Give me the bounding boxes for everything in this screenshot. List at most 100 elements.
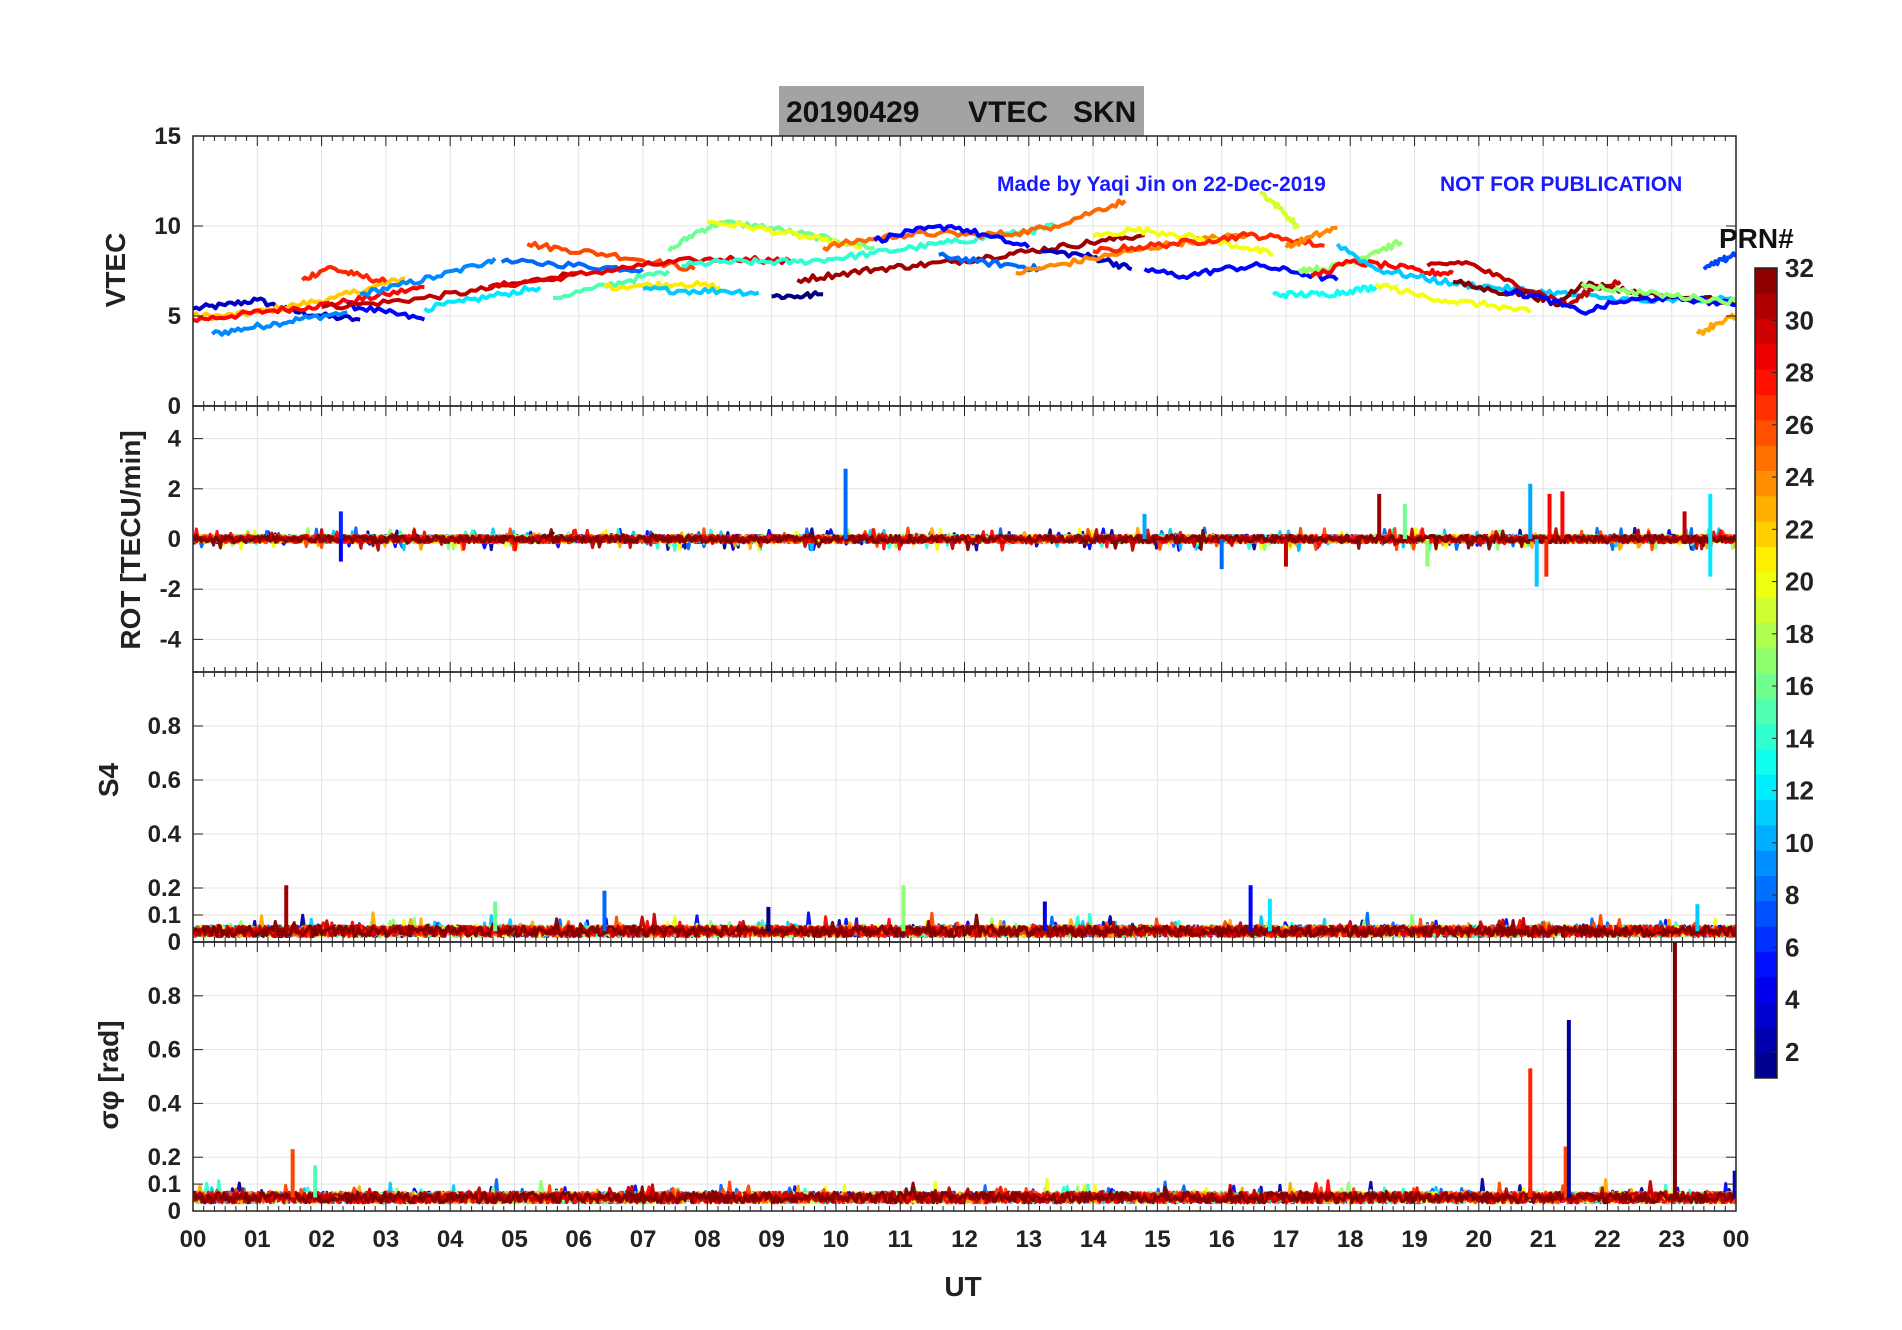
colorbar-segment-4 [1755,951,1777,978]
colorbar-tick-10: 22 [1785,514,1814,544]
sigma_phi-trace-prn-32 [193,1181,1736,1205]
x-tick-label-18: 18 [1337,1226,1364,1253]
x-tick-label-0: 00 [180,1226,207,1253]
panel-sigma_phi: 00.10.2 0.4 0.6 0.8 σφ [rad] [93,941,1737,1225]
colorbar-segment-7 [1755,875,1777,902]
y-tick-label-rot-1: -2 [160,576,181,603]
y-tick-label-sigma_phi-1: 0.1 [148,1171,181,1198]
ticks-vtec [192,135,1737,407]
title-station: SKN [1073,96,1136,129]
y-tick-label-vtec-1: 5 [168,303,181,330]
vtec-series-prn-15-12 [552,269,671,300]
colorbar-tick-11: 24 [1785,462,1814,492]
series-group-rot [193,468,1736,587]
y-tick-label-sigma_phi-0: 0 [168,1198,181,1225]
colorbar-tick-5: 12 [1785,776,1814,806]
colorbar-segment-27 [1755,369,1777,396]
x-tick-label-24: 00 [1723,1226,1750,1253]
vtec-series-prn-28-32 [1310,258,1454,278]
vtec-series-prn-19-28 [1258,190,1301,229]
colorbar-segment-17 [1755,622,1777,649]
colorbar-segment-5 [1755,926,1777,952]
y-tick-label-rot-0: -4 [160,626,182,653]
colorbar-segment-28 [1755,343,1777,370]
colorbar-segment-13 [1755,723,1777,750]
vtec-series-prn-29-11 [487,254,793,290]
panel-vtec: 0 5 10 15 VTEC [100,123,1737,420]
colorbar-tick-14: 30 [1785,305,1814,335]
vtec-series-prn-5-5 [346,300,426,322]
colorbar-segment-30 [1755,293,1777,320]
colorbar-segment-20 [1755,546,1777,573]
y-tick-label-s4-1: 0.1 [148,902,181,929]
title-date: 20190429 [786,96,919,129]
colorbar-segment-21 [1755,521,1777,547]
x-tick-label-17: 17 [1273,1226,1300,1253]
colorbar-tick-12: 26 [1785,410,1814,440]
colorbar-tick-1: 4 [1785,985,1800,1015]
colorbar-tick-6: 14 [1785,723,1814,753]
y-tick-label-s4-5: 0.8 [148,713,181,740]
colorbar-segment-6 [1755,900,1777,927]
vtec-series-prn-1-18 [771,290,824,301]
x-tick-label-14: 14 [1080,1226,1107,1253]
colorbar-segment-12 [1755,748,1777,775]
vtec-series-prn-27-4 [300,264,388,284]
panel-s4: 00.10.2 0.4 0.6 0.8 S4 [93,671,1737,956]
y-tick-label-sigma_phi-4: 0.6 [148,1037,181,1064]
vtec-series-prn-7-40 [1702,251,1736,271]
x-tick-label-8: 08 [694,1226,721,1253]
colorbar-segment-16 [1755,647,1777,674]
panel-rot: -4 -2 0 2 4 ROT [TECU/min] [115,405,1737,673]
vtec-series-prn-5-26 [1143,261,1339,282]
title-quantity: VTEC [968,96,1048,129]
colorbar-segment-10 [1755,799,1777,826]
vtec-series-prn-24-29 [1284,225,1338,249]
x-tick-label-16: 16 [1208,1226,1235,1253]
colorbar-segment-26 [1755,394,1777,421]
y-tick-label-s4-0: 0 [168,929,181,956]
x-tick-label-12: 12 [951,1226,978,1253]
colorbar-tick-4: 10 [1785,828,1814,858]
vtec-series-prn-28-3 [193,284,425,323]
x-tick-label-20: 20 [1465,1226,1492,1253]
ticks-rot [192,406,1737,672]
vtec-series-prn-20-34 [1374,282,1532,314]
y-tick-label-rot-2: 0 [168,526,181,553]
colorbar-segment-22 [1755,495,1777,522]
x-tick-label-1: 01 [244,1226,271,1253]
vtec-series-prn-13-30 [1272,284,1378,300]
y-tick-label-s4-4: 0.6 [148,767,181,794]
title-box [779,86,1144,136]
colorbar-tick-8: 18 [1785,619,1814,649]
colorbar-tick-3: 8 [1785,880,1799,910]
colorbar-title: PRN# [1719,223,1794,254]
vtec-series-prn-20-25 [1091,226,1274,257]
x-tick-label-15: 15 [1144,1226,1171,1253]
x-tick-label-4: 04 [437,1226,464,1253]
credit-notice: NOT FOR PUBLICATION [1440,173,1682,196]
vtec-series-prn-12-8 [423,285,542,314]
y-tick-label-vtec-3: 15 [154,123,181,150]
colorbar-segment-9 [1755,824,1777,851]
x-tick-label-21: 21 [1530,1226,1557,1253]
colorbar-segment-24 [1755,445,1777,471]
x-tick-label-10: 10 [823,1226,850,1253]
x-axis-label: UT [944,1271,981,1302]
x-tick-label-5: 05 [501,1226,528,1253]
x-tick-label-7: 07 [630,1226,657,1253]
series-group-vtec [193,190,1736,337]
colorbar-segment-3 [1755,976,1777,1003]
colorbar-segment-14 [1755,698,1777,725]
colorbar-tick-15: 32 [1785,253,1814,283]
y-tick-label-rot-3: 2 [168,476,181,503]
colorbar-segment-0 [1755,1052,1777,1079]
vtec-series-prn-9-6 [359,256,497,298]
rot-trace-prn-32 [193,528,1736,552]
grid-sigma_phi [193,942,1736,1212]
y-axis-label-vtec: VTEC [100,233,131,308]
colorbar-tick-2: 6 [1785,932,1799,962]
vtec-series-prn-11-17 [642,285,760,297]
